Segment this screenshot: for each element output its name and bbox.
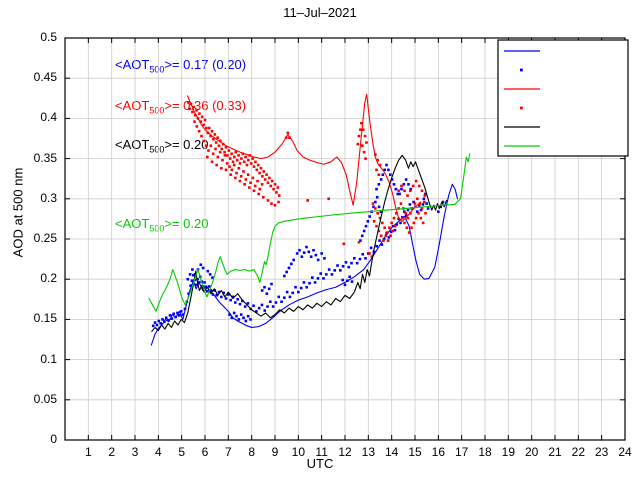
x-tick-label: 23 xyxy=(594,445,609,459)
annotation-aot-belsk: <AOT500>= 0.20 xyxy=(115,137,209,155)
x-tick-label: 3 xyxy=(131,445,139,459)
y-tick-label: 0 xyxy=(50,432,57,446)
x-tick-label: 11 xyxy=(315,445,328,459)
x-tick-label: 8 xyxy=(248,445,255,459)
y-tick-label: 0.1 xyxy=(40,351,57,366)
x-tick-label: 15 xyxy=(408,445,422,459)
series-line-belsk-4 xyxy=(151,154,448,333)
series-line-strzyzow-2 xyxy=(186,93,422,222)
series-line-raciborz-5 xyxy=(148,153,471,312)
x-tick-label: 18 xyxy=(478,445,492,459)
x-tick-label: 10 xyxy=(291,445,305,459)
x-tick-label: 19 xyxy=(501,445,515,459)
y-tick-label: 0.35 xyxy=(33,150,57,165)
annotation-aot-raciborz: <AOT500>= 0.20 xyxy=(115,216,209,234)
x-axis-label: UTC xyxy=(306,456,334,471)
y-tick-label: 0.05 xyxy=(33,391,57,406)
y-tick-label: 0.4 xyxy=(40,110,57,125)
x-tick-label: 24 xyxy=(618,445,632,459)
legend[interactable] xyxy=(497,39,629,157)
gridlines xyxy=(65,38,625,440)
x-tick-label: 22 xyxy=(571,445,585,459)
x-tick-label: 5 xyxy=(178,445,185,459)
y-tick-label: 0.5 xyxy=(40,30,57,44)
x-tick-label: 17 xyxy=(454,445,469,459)
data-series xyxy=(148,93,471,346)
x-tick-label: 2 xyxy=(108,445,115,459)
x-tick-label: 6 xyxy=(201,445,209,459)
x-tick-label: 21 xyxy=(548,445,562,459)
x-tick-label: 9 xyxy=(271,445,279,459)
series-scatter-strzyzow-3 xyxy=(186,101,427,258)
y-tick-label: 0.3 xyxy=(40,190,57,205)
y-tick-label: 0.25 xyxy=(33,231,57,245)
x-tick-label: 12 xyxy=(338,445,352,459)
x-tick-label: 16 xyxy=(431,445,445,459)
y-tick-label: 0.2 xyxy=(40,271,57,286)
y-tick-label: 0.45 xyxy=(33,70,57,85)
x-tick-label: 1 xyxy=(84,445,92,459)
x-tick-label: 20 xyxy=(524,445,539,459)
x-tick-label: 13 xyxy=(361,445,375,459)
x-tick-label: 7 xyxy=(224,445,232,459)
y-tick-label: 0.15 xyxy=(33,311,57,326)
x-tick-label: 14 xyxy=(384,445,399,459)
chart-title: 11–Jul–2021 xyxy=(283,5,357,20)
x-tick-label: 4 xyxy=(154,445,162,459)
